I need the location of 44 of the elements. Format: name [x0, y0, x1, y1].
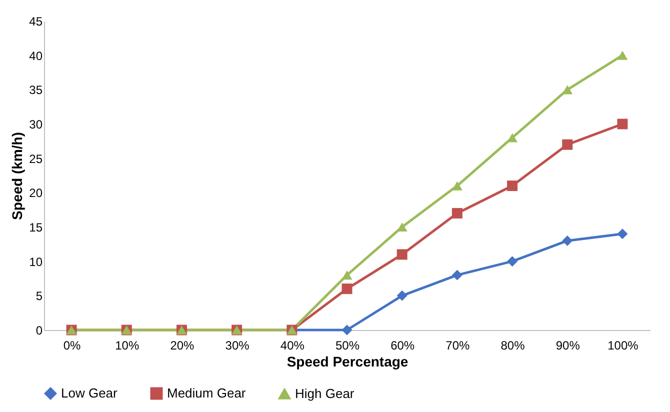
- point: [342, 270, 352, 280]
- x-tick-label: 30%: [225, 338, 250, 352]
- y-tick-label: 25: [29, 152, 43, 166]
- point: [617, 228, 628, 240]
- y-tick-label: 0: [36, 324, 43, 338]
- point: [507, 256, 518, 267]
- x-tick-label: 0%: [63, 338, 82, 352]
- x-axis-title: Speed Percentage: [286, 354, 408, 370]
- point: [562, 139, 573, 150]
- x-tick-label: 50%: [335, 338, 360, 352]
- y-tick-label: 45: [29, 14, 43, 28]
- point: [617, 50, 628, 60]
- y-tick-label: 15: [29, 220, 43, 234]
- x-tick-label: 40%: [280, 338, 305, 352]
- y-tick-label: 20: [29, 186, 43, 200]
- y-tick-label: 40: [29, 48, 43, 63]
- point: [342, 324, 352, 336]
- point: [507, 180, 518, 192]
- y-tick-label: 10: [29, 254, 43, 269]
- point: [617, 118, 628, 130]
- y-tick-label: 30: [29, 118, 43, 132]
- y-tick-label: 5: [36, 289, 43, 304]
- x-tick-label: 10%: [115, 338, 140, 352]
- y-axis-title: Speed (km/h): [9, 132, 26, 220]
- point: [452, 208, 462, 219]
- legend-label: Low Gear: [61, 386, 118, 401]
- x-tick-label: 80%: [500, 338, 526, 352]
- point: [562, 85, 573, 94]
- point: [396, 222, 408, 232]
- point: [452, 181, 462, 190]
- y-tick-label: 35: [29, 83, 43, 98]
- legend-label: Medium Gear: [167, 386, 246, 401]
- point: [342, 284, 352, 294]
- x-tick-label: 70%: [446, 338, 470, 352]
- x-tick-label: 20%: [170, 338, 195, 352]
- point: [396, 249, 408, 260]
- x-tick-label: 100%: [608, 338, 639, 352]
- point: [507, 133, 518, 142]
- x-tick-label: 60%: [390, 338, 415, 352]
- point: [562, 235, 573, 246]
- point: [452, 270, 462, 280]
- legend-label: High Gear: [295, 386, 355, 401]
- point: [396, 290, 408, 301]
- x-tick-label: 90%: [556, 338, 580, 352]
